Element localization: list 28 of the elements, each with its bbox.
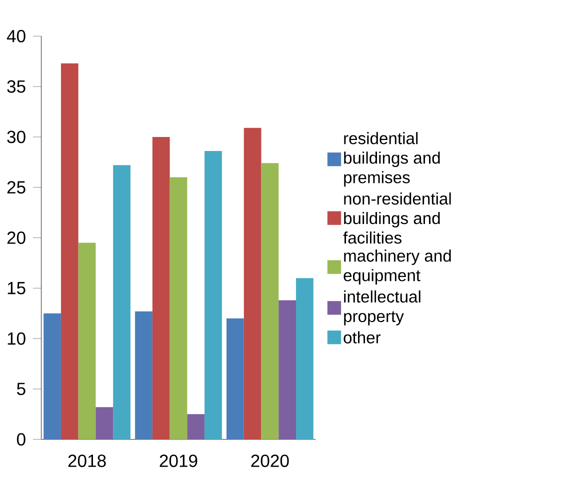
bar bbox=[226, 318, 244, 440]
bar bbox=[44, 313, 61, 440]
bar bbox=[60, 63, 78, 440]
y-tick-label: 15 bbox=[8, 282, 26, 294]
bar bbox=[170, 177, 188, 440]
x-tick-label: 2019 bbox=[160, 454, 198, 468]
legend-label: other bbox=[344, 331, 381, 344]
x-tick-label: 2018 bbox=[68, 454, 106, 468]
bar bbox=[244, 128, 262, 440]
y-tick-label: 10 bbox=[8, 332, 26, 345]
bar bbox=[296, 278, 314, 440]
bar bbox=[135, 311, 152, 440]
bar bbox=[278, 300, 296, 440]
x-tick-label: 2020 bbox=[251, 454, 289, 468]
bar bbox=[261, 163, 279, 440]
bar bbox=[113, 165, 130, 440]
y-tick-label: 20 bbox=[7, 232, 26, 244]
bar bbox=[96, 407, 114, 440]
y-tick-label: 0 bbox=[16, 433, 26, 446]
y-tick-label: 35 bbox=[7, 80, 26, 93]
y-tick-label: 30 bbox=[7, 130, 26, 144]
bar bbox=[78, 242, 96, 440]
y-tick-label: 25 bbox=[7, 181, 26, 194]
y-tick-label: 5 bbox=[16, 382, 26, 396]
bar bbox=[204, 151, 222, 440]
bar bbox=[187, 414, 205, 440]
bar bbox=[152, 137, 170, 440]
y-tick-label: 40 bbox=[6, 30, 26, 42]
